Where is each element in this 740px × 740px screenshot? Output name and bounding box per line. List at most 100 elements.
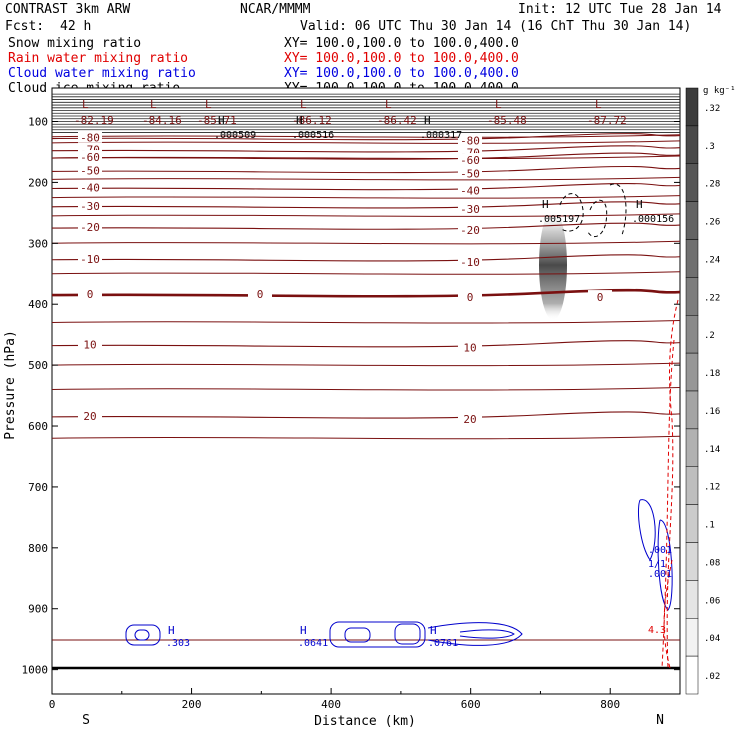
x-tick-label-0: 0 — [49, 698, 56, 711]
temp-label--20: -20 — [460, 224, 480, 237]
temp-contour-minor — [52, 386, 680, 391]
temp-label-0: 0 — [257, 288, 264, 301]
stratosphere-lines — [52, 93, 680, 134]
colorbar-cell — [685, 201, 699, 240]
colorbar-tick-label: .32 — [704, 104, 720, 114]
low-value: -86.42 — [377, 114, 417, 127]
high-value: .000509 — [214, 130, 256, 141]
temp-contour-minor — [52, 271, 680, 275]
legend-name-rain: Rain water mixing ratio — [8, 51, 188, 66]
ice-contour-3 — [609, 183, 627, 236]
colorbar-cell — [685, 390, 699, 430]
x-axis-label: Distance (km) — [314, 714, 416, 729]
x-axis: 0 200 400 600 800 — [49, 688, 620, 711]
rain-contours — [661, 299, 679, 669]
temp-contour--80 — [52, 133, 680, 141]
temp-label-bg — [458, 201, 482, 214]
valid-label: Valid: 06 UTC Thu 30 Jan 14 (16 ChT Thu … — [300, 19, 691, 34]
temp-label-0: 0 — [467, 291, 474, 304]
colorbar-tick-label: .26 — [704, 218, 720, 228]
temp-contour-minor — [52, 195, 680, 199]
temperature-contours: -80-80-70-70-60-60-50-50-40-40-30-30-20-… — [52, 130, 680, 440]
low-marker: L — [385, 98, 392, 111]
temp-contour--10 — [52, 254, 680, 262]
low-value: -84.16 — [142, 114, 182, 127]
strato-line — [52, 131, 680, 134]
strato-line — [52, 126, 680, 128]
high-value: .000156 — [632, 214, 674, 225]
temp-contour-minor — [52, 213, 680, 217]
temp-label--10: -10 — [80, 253, 100, 266]
temp-label--80: -80 — [80, 132, 100, 145]
x-tick-label-800: 800 — [600, 698, 620, 711]
temp-label--30: -30 — [460, 203, 480, 216]
colorbar-cell — [685, 580, 699, 619]
end-label-right: N — [656, 713, 664, 728]
temp-contour--70 — [52, 145, 680, 153]
temp-label--60: -60 — [80, 151, 100, 164]
low-value: -82.19 — [74, 114, 114, 127]
colorbar-cell — [685, 428, 699, 467]
low-value: -85.71 — [197, 114, 237, 127]
colorbar: .32 .3 .28 .26 .24 .22 .2 .18 .16 .14 .12 .1 .08 .06.… — [685, 87, 720, 695]
fcst-label: Fcst: — [5, 19, 44, 34]
colorbar-tick-label: .16 — [704, 407, 720, 417]
temp-label-bg — [78, 180, 102, 193]
temp-label-10: 10 — [463, 342, 476, 355]
temp-label-bg — [78, 130, 102, 143]
temp-label-bg — [78, 150, 102, 163]
temp-label--20: -20 — [80, 221, 100, 234]
temp-label--80: -80 — [460, 135, 480, 148]
strato-line — [52, 129, 680, 131]
strato-line — [52, 96, 680, 98]
rain-contour-1 — [666, 299, 679, 669]
temp-label-bg — [78, 408, 102, 421]
x-tick-label-600: 600 — [461, 698, 481, 711]
colorbar-unit: g kg⁻¹ — [703, 86, 736, 96]
cw-contour-2 — [134, 629, 150, 641]
high-marker: H — [218, 114, 225, 127]
colorbar-cell — [685, 542, 699, 581]
strato-line — [52, 107, 680, 109]
y-tick-label-400: 400 — [28, 298, 48, 311]
colorbar-cell — [685, 125, 699, 164]
colorbar-cell — [685, 163, 699, 202]
colorbar-cell — [685, 239, 699, 278]
temp-label-bg — [248, 287, 272, 300]
temp-label-bg — [78, 287, 102, 300]
temp-label-20: 20 — [463, 413, 476, 426]
cw-contour-5 — [394, 623, 421, 645]
legend-xy-cloud-water: XY= 100.0,100.0 to 100.0,400.0 — [284, 66, 519, 81]
temp-label-0: 0 — [87, 288, 94, 301]
high-value-cw: .303 — [166, 638, 190, 649]
y-tick-label-600: 600 — [28, 420, 48, 433]
temp-label-bg — [78, 251, 102, 264]
temp-contour-minor — [52, 319, 680, 324]
y-tick-label-700: 700 — [28, 481, 48, 494]
temp-contour-minor — [52, 134, 680, 138]
temp-label--40: -40 — [460, 184, 480, 197]
colorbar-tick-label: .22 — [704, 293, 720, 303]
temp-contour-10 — [52, 340, 680, 348]
legend: Snow mixing ratio XY= 100.0,100.0 to 100… — [8, 36, 519, 96]
snow-plume — [539, 210, 567, 320]
ice-contours — [559, 183, 627, 238]
cw-contour-8 — [637, 499, 656, 561]
y-axis-label: Pressure (hPa) — [3, 330, 18, 440]
strato-line — [52, 104, 680, 106]
colorbar-tick-label: .24 — [704, 255, 720, 265]
temp-label-bg — [458, 183, 482, 196]
legend-xy-rain: XY= 100.0,100.0 to 100.0,400.0 — [284, 51, 519, 66]
temp-contour-20 — [52, 411, 680, 419]
legend-name-cloud-water: Cloud water mixing ratio — [8, 66, 196, 81]
strato-line — [52, 101, 680, 103]
low-value: -85.48 — [487, 114, 527, 127]
cw-contour-6 — [427, 622, 523, 646]
strato-line — [52, 93, 680, 95]
temp-label-10: 10 — [83, 339, 96, 352]
temp-contour--50 — [52, 165, 680, 174]
cw-contour-4 — [344, 627, 371, 643]
y-tick-label-300: 300 — [28, 237, 48, 250]
